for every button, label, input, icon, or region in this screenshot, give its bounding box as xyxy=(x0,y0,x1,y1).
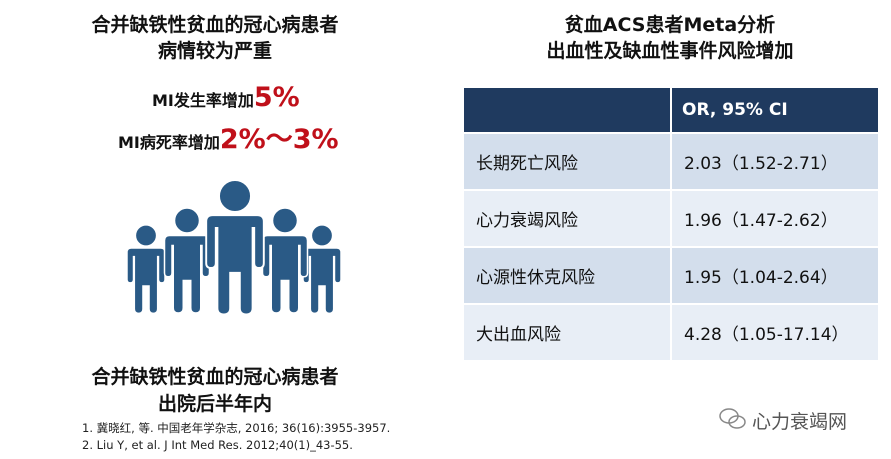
stat-label: MI发生率增加 xyxy=(152,91,254,110)
cell: 长期死亡风险 xyxy=(462,132,672,191)
stat-value: 2%～3% xyxy=(219,124,339,155)
left-title: 病情较为严重 xyxy=(157,40,272,62)
header-cell xyxy=(462,86,672,134)
cell: 心力衰竭风险 xyxy=(462,189,672,248)
reference: 2. Liu Y, et al. J Int Med Res. 2012;40(… xyxy=(82,438,353,452)
watermark-icon xyxy=(719,408,746,429)
stat: MI发生率增加5% xyxy=(152,82,300,113)
watermark: 心力衰竭网 xyxy=(752,411,848,433)
cell: 心源性休克风险 xyxy=(462,246,672,305)
caption: 出院后半年内 xyxy=(157,393,272,415)
stat-label: MI病死率增加 xyxy=(118,133,220,152)
cell: 4.28（1.05-17.14） xyxy=(670,303,880,362)
caption: 合并缺铁性贫血的冠心病患者 xyxy=(91,366,339,388)
cell: 1.96（1.47-2.62） xyxy=(670,189,880,248)
stat-value: 5% xyxy=(253,82,300,113)
right-title: 出血性及缺血性事件风险增加 xyxy=(546,40,794,62)
cell: 大出血风险 xyxy=(462,303,672,362)
stat: MI病死率增加2%～3% xyxy=(118,117,339,156)
reference: 1. 冀晓红, 等. 中国老年学杂志, 2016; 36(16):3955-39… xyxy=(82,421,391,435)
right-title: 贫血ACS患者Meta分析 xyxy=(564,14,776,36)
table: OR, 95% CI 长期死亡风险 2.03（1.52-2.71） 心力衰竭风险 1… xyxy=(462,86,880,362)
cell: 1.95（1.04-2.64） xyxy=(670,246,880,305)
left-title: 合并缺铁性贫血的冠心病患者 xyxy=(91,14,339,36)
people-icon xyxy=(126,179,342,316)
header-cell: OR, 95% CI xyxy=(670,86,880,134)
cell: 2.03（1.52-2.71） xyxy=(670,132,880,191)
